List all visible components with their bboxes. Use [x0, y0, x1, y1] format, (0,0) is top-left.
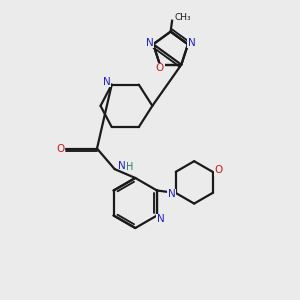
- Text: CH₃: CH₃: [174, 13, 191, 22]
- Text: H: H: [126, 162, 134, 172]
- Text: N: N: [146, 38, 154, 48]
- Text: N: N: [188, 38, 195, 48]
- Text: O: O: [56, 143, 64, 154]
- Text: N: N: [103, 77, 110, 87]
- Text: N: N: [167, 190, 175, 200]
- Text: O: O: [214, 165, 223, 175]
- Text: N: N: [118, 160, 126, 171]
- Text: N: N: [157, 214, 164, 224]
- Text: O: O: [156, 63, 164, 73]
